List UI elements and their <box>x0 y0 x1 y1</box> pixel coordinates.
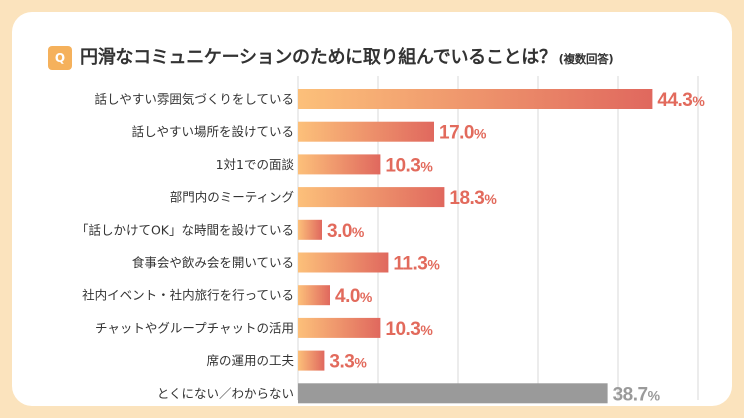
category-label: 席の運用の工夫 <box>206 353 294 368</box>
bar <box>298 187 445 208</box>
bar <box>298 383 608 404</box>
value-label: 4.0% <box>335 286 373 307</box>
value-label: 10.3% <box>385 319 433 340</box>
bar <box>298 252 389 273</box>
value-label: 3.0% <box>327 221 365 242</box>
category-label: 部門内のミーティング <box>170 190 294 205</box>
bar-chart: 話しやすい雰囲気づくりをしている 44.3% 話しやすい場所を設けている 17.0% 1… <box>76 76 706 405</box>
value-label: 44.3% <box>657 90 705 111</box>
question-subtitle: (複数回答) <box>558 52 614 66</box>
bar <box>298 285 330 306</box>
question-title: 円滑なコミュニケーションのために取り組んでいることは？ <box>80 47 557 68</box>
value-label: 3.3% <box>329 352 367 373</box>
category-label: チャットやグループチャットの活用 <box>95 320 294 335</box>
value-label: 17.0% <box>439 123 487 144</box>
chart-title: 円滑なコミュニケーションのために取り組んでいることは？ (複数回答) <box>80 43 614 69</box>
chart-card: Q 円滑なコミュニケーションのために取り組んでいることは？ (複数回答) 話しやす… <box>12 12 732 406</box>
bar <box>298 154 381 175</box>
category-label: 話しやすい場所を設けている <box>132 124 294 139</box>
category-label: とくにない／わからない <box>157 386 294 401</box>
category-label: 1対1での面談 <box>216 157 295 172</box>
bar <box>298 350 325 371</box>
category-label: 食事会や飲み会を開いている <box>132 255 294 270</box>
value-label: 11.3% <box>393 254 440 275</box>
question-badge: Q <box>48 46 72 70</box>
bar <box>298 219 322 240</box>
category-label: 社内イベント・社内旅行を行っている <box>82 288 294 303</box>
category-label: 「話しかけてOK」な時間を設けている <box>76 222 294 237</box>
bar <box>298 89 653 109</box>
value-label: 38.7% <box>613 384 661 405</box>
value-label: 18.3% <box>449 188 497 209</box>
value-label: 10.3% <box>385 155 433 176</box>
bar <box>298 121 434 142</box>
bar <box>298 317 381 338</box>
category-label: 話しやすい雰囲気づくりをしている <box>94 92 294 107</box>
